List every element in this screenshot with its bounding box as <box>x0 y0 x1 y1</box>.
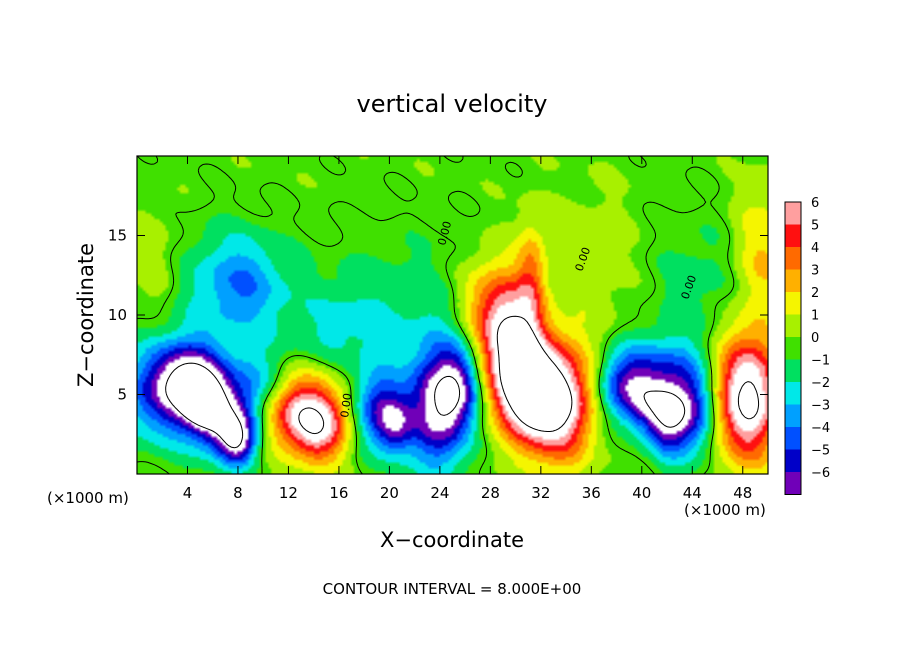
colorbar-swatch <box>785 404 801 427</box>
colorbar-label: 2 <box>811 286 819 301</box>
x-tick-label: 4 <box>183 484 193 502</box>
x-unit-right: (×1000 m) <box>684 501 766 519</box>
contour-label: 0.00 <box>338 392 354 418</box>
colorbar-swatch <box>785 247 801 270</box>
y-tick-label: 5 <box>117 386 127 404</box>
colorbar-frame <box>784 201 802 495</box>
colorbar-label: −2 <box>811 376 830 391</box>
colorbar-swatch <box>785 472 801 495</box>
x-tick-label: 40 <box>632 484 651 502</box>
colorbar-swatch <box>785 359 801 382</box>
x-tick-label: 12 <box>279 484 298 502</box>
x-tick-label: 28 <box>481 484 500 502</box>
x-axis-label: X−coordinate <box>380 528 524 552</box>
colorbar-label: −4 <box>811 421 830 436</box>
velocity-field <box>137 156 768 474</box>
contour-line <box>298 315 760 435</box>
colorbar-label: 3 <box>811 264 819 279</box>
colorbar-swatch <box>785 449 801 472</box>
contour-lines <box>137 156 760 474</box>
x-tick-label: 36 <box>582 484 601 502</box>
colorbar-label: 5 <box>811 219 819 234</box>
x-tick-label: 16 <box>329 484 348 502</box>
colorbar-swatch <box>785 269 801 292</box>
colorbar-label: 0 <box>811 331 819 346</box>
colorbar-label: −1 <box>811 354 830 369</box>
colorbar-swatch <box>785 224 801 247</box>
colorbar-label: 6 <box>811 196 819 211</box>
colorbar-swatch <box>785 382 801 405</box>
chart-title: vertical velocity <box>357 90 548 118</box>
x-axis: 4 8 12 16 20 24 28 32 36 40 44 48 <box>183 156 752 502</box>
colorbar-swatch <box>785 314 801 337</box>
contour-line <box>137 156 735 474</box>
x-unit-left: (×1000 m) <box>47 489 129 507</box>
contour-line-negative <box>165 362 686 449</box>
y-axis-label: Z−coordinate <box>74 243 98 387</box>
colorbar-label: −3 <box>811 399 830 414</box>
x-tick-label: 44 <box>683 484 702 502</box>
colorbar-label: 1 <box>811 309 819 324</box>
colorbar-swatch <box>785 337 801 360</box>
colorbar: 6 5 4 3 2 1 0 −1 −2 −3 −4 −5 −6 <box>784 196 830 495</box>
contour-label: 0.00 <box>435 220 454 247</box>
x-tick-label: 8 <box>233 484 243 502</box>
colorbar-swatch <box>785 292 801 315</box>
x-tick-label: 48 <box>733 484 752 502</box>
plot-area: 0.00 0.00 0.00 0.00 4 8 12 16 20 24 28 32 36 40 44… <box>108 155 769 502</box>
x-tick-label: 20 <box>380 484 399 502</box>
y-tick-label: 15 <box>108 227 127 245</box>
contour-interval-note: CONTOUR INTERVAL = 8.000E+00 <box>323 580 582 598</box>
colorbar-label: 4 <box>811 241 819 256</box>
y-axis: 5 10 15 <box>108 227 768 404</box>
x-tick-label: 32 <box>531 484 550 502</box>
colorbar-label: −5 <box>811 444 830 459</box>
colorbar-label: −6 <box>811 466 830 481</box>
x-tick-label: 24 <box>430 484 449 502</box>
colorbar-swatch <box>785 202 801 225</box>
colorbar-swatch <box>785 427 801 450</box>
y-tick-label: 10 <box>108 306 127 324</box>
